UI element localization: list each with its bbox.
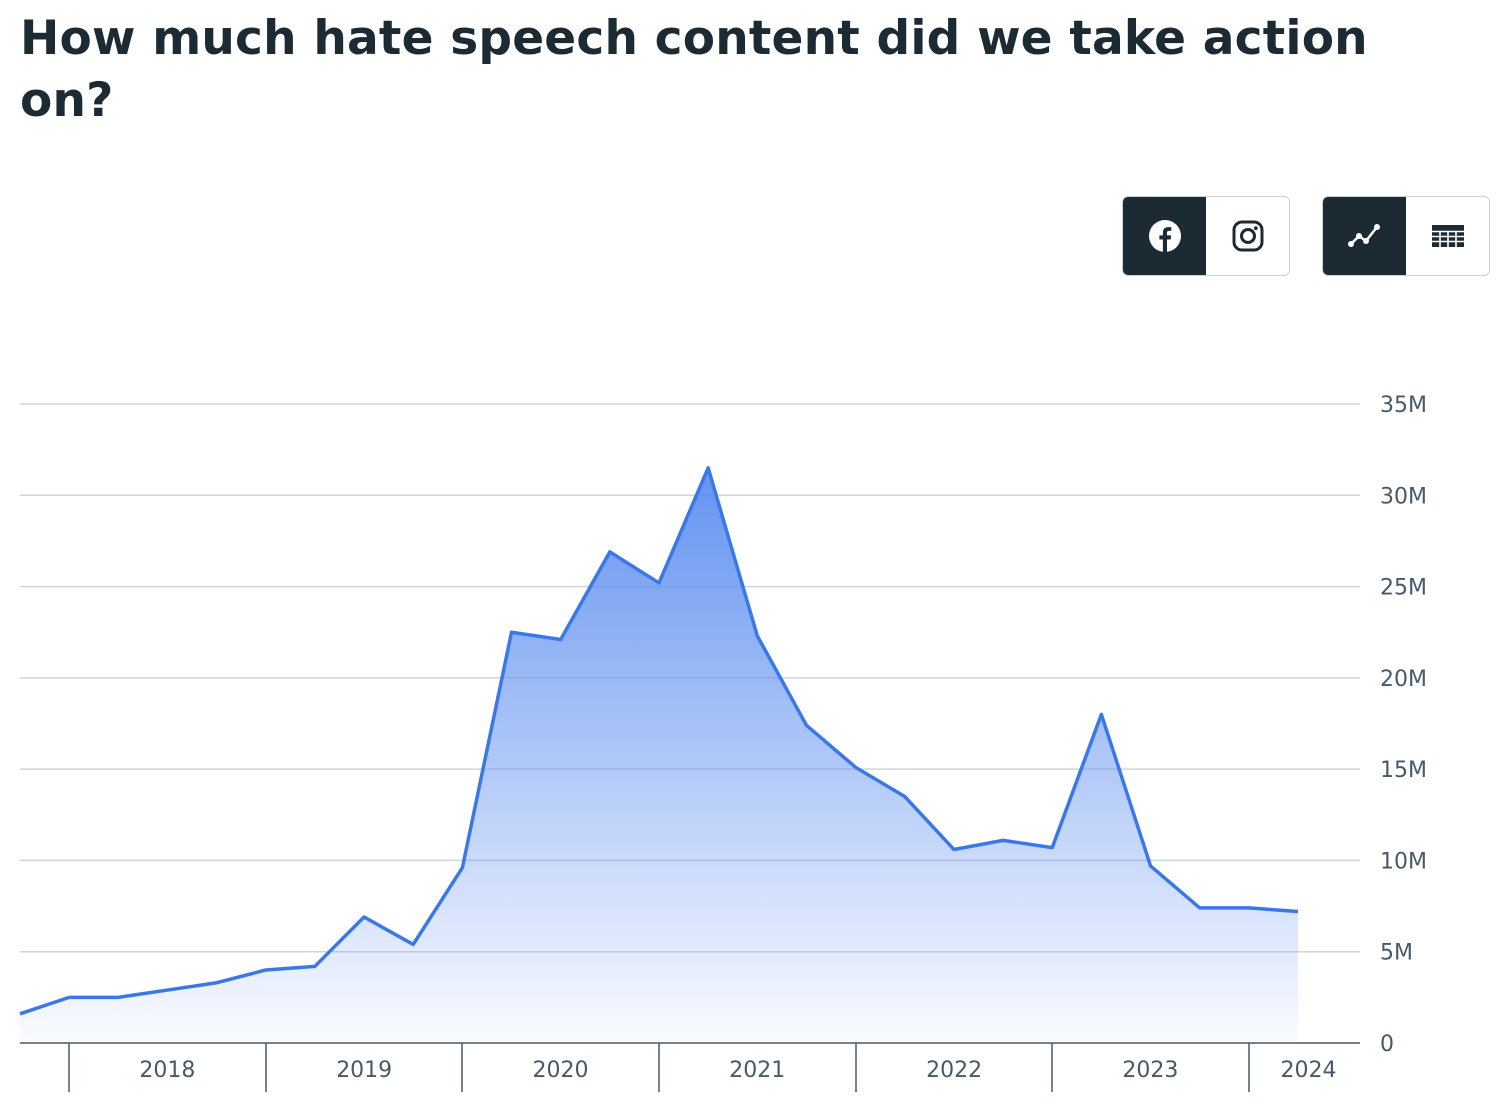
y-tick-label: 0 [1380, 1032, 1394, 1057]
area-fill [20, 467, 1298, 1043]
data-point[interactable] [1193, 901, 1207, 915]
series-line [19, 466, 1299, 1016]
x-tick-label: 2022 [926, 1058, 982, 1083]
facebook-icon [1148, 220, 1181, 252]
data-point[interactable] [357, 910, 371, 924]
facebook-button[interactable] [1123, 197, 1206, 275]
data-point[interactable] [701, 461, 715, 475]
x-tick-label: 2020 [533, 1058, 589, 1083]
data-point[interactable] [62, 990, 76, 1004]
data-point[interactable] [1045, 841, 1059, 855]
table-view-button[interactable] [1406, 197, 1489, 275]
instagram-button[interactable] [1206, 197, 1289, 275]
y-tick-label: 35M [1380, 393, 1427, 418]
data-point[interactable] [210, 976, 224, 990]
x-tick-label: 2021 [729, 1058, 785, 1083]
platform-toggle [1122, 196, 1290, 276]
data-point[interactable] [554, 633, 568, 647]
data-point[interactable] [1291, 905, 1305, 919]
data-point[interactable] [799, 718, 813, 732]
data-point[interactable] [455, 861, 469, 875]
data-point[interactable] [1242, 901, 1256, 915]
data-point[interactable] [1094, 707, 1108, 721]
data-point[interactable] [996, 833, 1010, 847]
page-title: How much hate speech content did we take… [20, 11, 1368, 128]
data-point[interactable] [160, 983, 174, 997]
data-point[interactable] [1144, 859, 1158, 873]
data-point[interactable] [13, 1007, 27, 1021]
data-point[interactable] [406, 937, 420, 951]
data-point[interactable] [308, 959, 322, 973]
line-chart-icon [1347, 224, 1380, 247]
data-point[interactable] [603, 545, 617, 559]
y-tick-label: 10M [1380, 849, 1427, 874]
chart-view-button[interactable] [1323, 197, 1406, 275]
data-point[interactable] [750, 629, 764, 643]
data-point[interactable] [898, 790, 912, 804]
x-tick-label: 2024 [1281, 1058, 1337, 1083]
y-tick-label: 15M [1380, 758, 1427, 783]
data-point[interactable] [111, 990, 125, 1004]
y-tick-label: 25M [1380, 576, 1427, 601]
y-tick-label: 5M [1380, 941, 1413, 966]
view-toggle [1322, 196, 1490, 276]
x-tick-label: 2023 [1122, 1058, 1178, 1083]
data-point[interactable] [947, 842, 961, 856]
instagram-icon [1232, 220, 1263, 252]
data-point[interactable] [849, 760, 863, 774]
data-point[interactable] [259, 963, 273, 977]
table-icon [1431, 225, 1464, 247]
x-tick-label: 2018 [139, 1058, 195, 1083]
y-tick-label: 20M [1380, 667, 1427, 692]
x-tick-label: 2019 [336, 1058, 392, 1083]
data-point[interactable] [505, 625, 519, 639]
y-tick-label: 30M [1380, 484, 1427, 509]
data-point[interactable] [652, 576, 666, 590]
